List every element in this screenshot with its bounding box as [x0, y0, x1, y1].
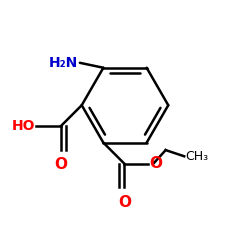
Text: O: O: [54, 157, 67, 172]
Text: H₂N: H₂N: [49, 56, 78, 70]
Text: HO: HO: [11, 119, 35, 133]
Text: O: O: [149, 156, 162, 171]
Text: CH₃: CH₃: [186, 150, 208, 163]
Text: O: O: [118, 194, 131, 210]
